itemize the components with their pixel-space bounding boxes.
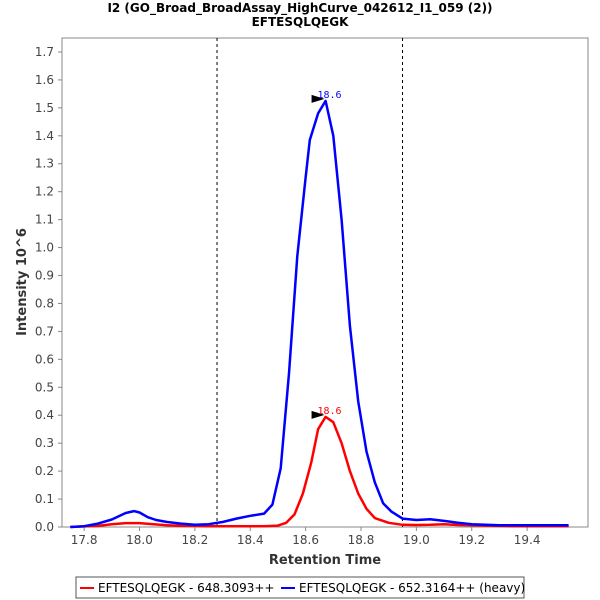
y-tick-label: 1.4 (35, 129, 54, 143)
y-tick-label: 0.6 (35, 352, 54, 366)
peak-marker (311, 94, 325, 103)
x-tick-label: 19.4 (514, 533, 541, 547)
y-tick-label: 1.5 (35, 101, 54, 115)
y-tick-label: 0.5 (35, 380, 54, 394)
y-tick-label: 1.2 (35, 185, 54, 199)
x-tick-label: 18.4 (237, 533, 264, 547)
x-tick-label: 18.2 (182, 533, 209, 547)
peak-marker (311, 410, 325, 419)
y-tick-label: 0.8 (35, 296, 54, 310)
y-tick-label: 1.3 (35, 157, 54, 171)
x-tick-label: 19.2 (458, 533, 485, 547)
y-tick-label: 0.7 (35, 324, 54, 338)
y-tick-label: 1.1 (35, 213, 54, 227)
x-axis-title: Retention Time (269, 553, 381, 568)
y-tick-label: 0.9 (35, 269, 54, 283)
y-axis: 0.0 0.1 0.2 0.3 0.4 0.5 0.6 0.7 0.8 0.9 1.0 1.1 1.2 1… (35, 45, 62, 534)
x-tick-label: 18.6 (292, 533, 319, 547)
x-tick-label: 18.8 (348, 533, 375, 547)
plot-area (61, 37, 589, 528)
peak-markers: 18.6 18.6 (311, 90, 342, 419)
y-tick-label: 1.7 (35, 45, 54, 59)
series-line-heavy (70, 99, 569, 529)
legend: EFTESQLQEGK - 648.3093++ EFTESQLQEGK - 6… (75, 576, 525, 599)
y-axis-title: Intensity 10^6 (15, 228, 30, 336)
x-axis: 17.8 18.0 18.2 18.4 18.6 18.8 19.0 19.2 19.4 (71, 527, 541, 547)
chart-title: I2 (GO_Broad_BroadAssay_HighCurve_042612… (107, 1, 492, 16)
y-tick-label: 1.6 (35, 73, 54, 87)
series-lines (70, 99, 569, 529)
legend-label-heavy: EFTESQLQEGK - 652.3164++ (heavy) (299, 581, 525, 595)
chart-subtitle: EFTESQLQEGK (252, 15, 350, 29)
y-tick-label: 0.3 (35, 436, 54, 450)
peak-label: 18.6 (318, 406, 342, 417)
legend-box (75, 576, 525, 599)
x-tick-label: 19.0 (403, 533, 430, 547)
x-tick-label: 18.0 (126, 533, 153, 547)
y-tick-label: 1.0 (35, 241, 54, 255)
y-tick-label: 0.1 (35, 492, 54, 506)
y-tick-label: 0.4 (35, 408, 54, 422)
y-tick-label: 0.0 (35, 520, 54, 534)
y-tick-label: 0.2 (35, 464, 54, 478)
legend-label-light: EFTESQLQEGK - 648.3093++ (98, 581, 274, 595)
x-tick-label: 17.8 (71, 533, 98, 547)
peak-label: 18.6 (318, 90, 342, 101)
